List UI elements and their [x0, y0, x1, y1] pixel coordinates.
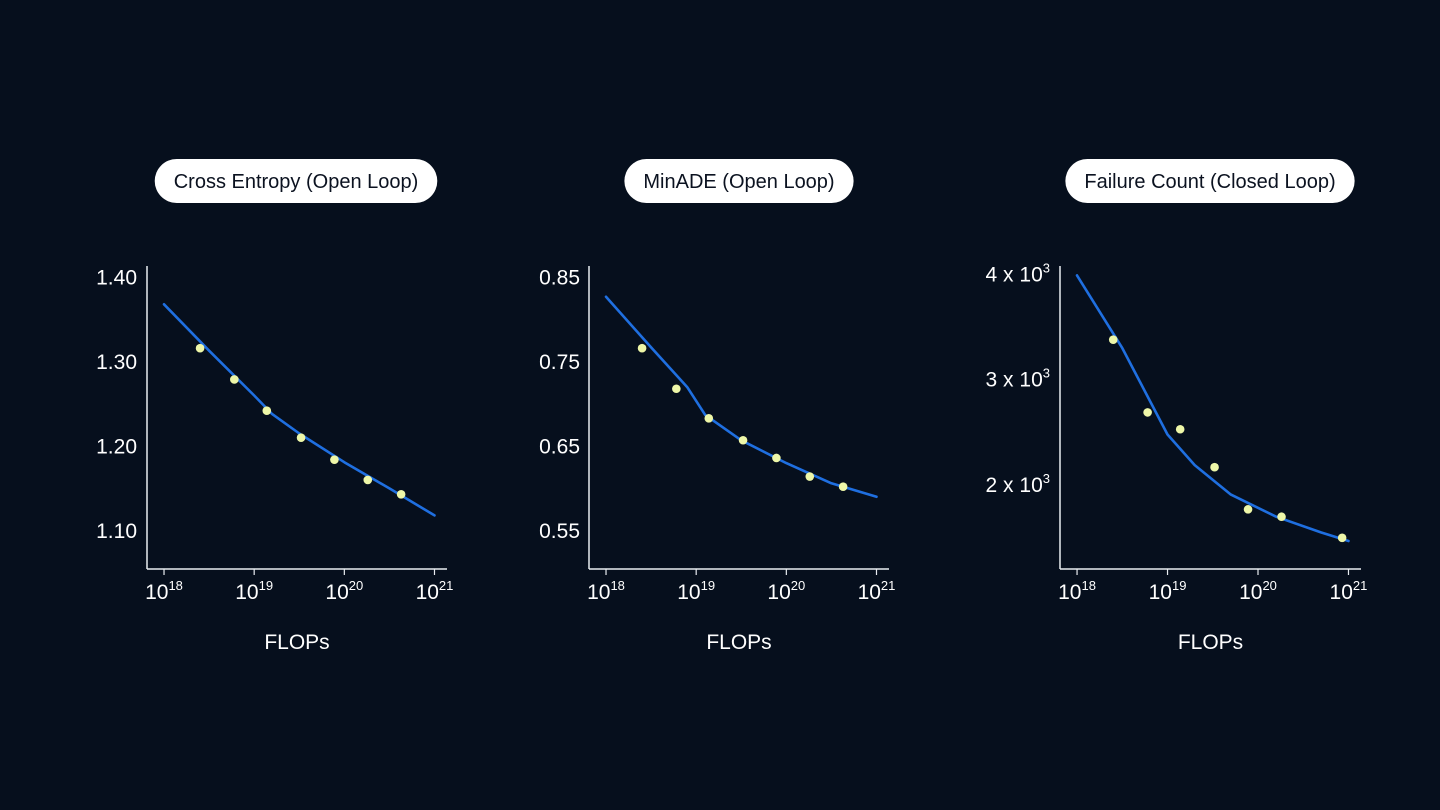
data-point — [1337, 533, 1347, 543]
x-axis-label: FLOPs — [264, 631, 329, 654]
x-tick-label: 1018 — [587, 578, 625, 604]
data-point — [396, 489, 406, 499]
y-tick-label: 3 x 103 — [986, 366, 1050, 392]
data-point — [838, 482, 848, 491]
data-point — [704, 413, 714, 423]
data-point — [296, 433, 306, 443]
x-tick-label: 1020 — [325, 578, 363, 604]
y-tick-label: 1.20 — [96, 435, 137, 458]
x-tick-label: 1021 — [1330, 578, 1368, 604]
chart-title: Cross Entropy (Open Loop) — [174, 171, 419, 193]
y-tick-label: 2 x 103 — [986, 471, 1050, 497]
chart-panel-1: Cross Entropy (Open Loop) 1018 1019 1020 102… — [96, 159, 453, 654]
x-tick-label: 1019 — [1149, 578, 1187, 604]
x-tick-label: 1021 — [858, 578, 896, 604]
y-tick-label: 0.85 — [539, 266, 580, 289]
y-tick-label: 0.75 — [539, 351, 580, 374]
x-tick-label: 1020 — [767, 578, 805, 604]
data-point — [1108, 335, 1118, 344]
chart-title-background — [154, 159, 438, 203]
data-point — [1175, 424, 1185, 434]
x-tick-label: 1020 — [1239, 578, 1277, 604]
data-point — [363, 475, 373, 485]
chart-title-background — [624, 159, 854, 203]
chart-title-pill: Cross Entropy (Open Loop) — [154, 159, 438, 203]
chart-title-background — [1065, 159, 1355, 203]
y-tick-label: 4 x 103 — [986, 260, 1050, 286]
data-point — [1210, 462, 1219, 472]
data-point — [672, 384, 681, 394]
data-point — [772, 453, 781, 463]
data-point — [330, 455, 339, 464]
x-tick-label: 1019 — [235, 578, 273, 604]
y-tick-label: 1.40 — [96, 266, 137, 289]
data-point — [230, 375, 239, 384]
fit-line — [604, 295, 878, 499]
x-tick-label: 1018 — [1058, 578, 1096, 604]
y-tick-label: 1.10 — [96, 520, 137, 543]
x-axis-label: FLOPs — [706, 631, 771, 654]
chart-panel-3: Failure Count (Closed Loop) 1018 1019 1020 1… — [986, 159, 1368, 654]
data-point — [195, 343, 205, 353]
chart-panel-2: MinADE (Open Loop) 1018 1019 1020 1021 0.85 0.… — [539, 159, 895, 654]
y-tick-label: 1.30 — [96, 351, 137, 374]
data-point — [805, 472, 815, 481]
data-point — [262, 406, 272, 416]
chart-title-pill: MinADE (Open Loop) — [624, 159, 854, 203]
x-axis-label: FLOPs — [1178, 631, 1243, 654]
fit-line — [162, 303, 436, 517]
data-point — [637, 343, 647, 353]
x-tick-label: 1021 — [416, 578, 454, 604]
data-point — [1277, 512, 1286, 522]
fit-line — [1075, 274, 1350, 543]
data-point — [738, 435, 748, 445]
data-point — [1243, 505, 1253, 514]
chart-title: Failure Count (Closed Loop) — [1084, 171, 1335, 193]
chart-title-pill: Failure Count (Closed Loop) — [1065, 159, 1355, 203]
x-tick-label: 1019 — [677, 578, 715, 604]
y-tick-label: 0.55 — [539, 520, 580, 543]
chart-title: MinADE (Open Loop) — [643, 171, 834, 193]
data-point — [1143, 408, 1152, 417]
x-tick-label: 1018 — [145, 578, 183, 604]
y-tick-label: 0.65 — [539, 435, 580, 458]
